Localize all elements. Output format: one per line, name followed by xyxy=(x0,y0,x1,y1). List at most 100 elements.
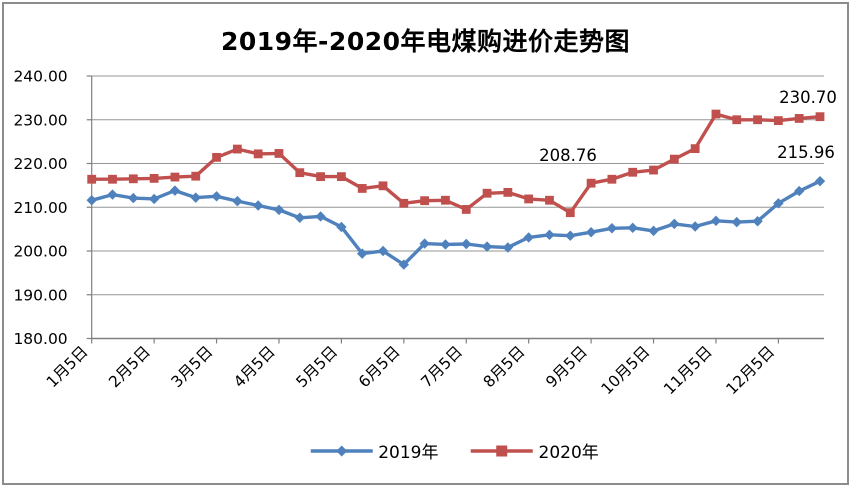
legend-label-2019: 2019年 xyxy=(378,443,439,463)
x-axis-tick-label: 1月5日 xyxy=(43,343,92,392)
x-axis-tick-label: 5月5日 xyxy=(293,343,342,392)
x-axis-tick-label: 3月5日 xyxy=(168,343,217,392)
data-point-square xyxy=(773,116,783,126)
data-point-square xyxy=(191,171,201,181)
series-line-2019年 xyxy=(90,179,822,267)
legend-2020-line-square-icon xyxy=(470,445,533,456)
data-point-square xyxy=(441,195,450,205)
data-point-square xyxy=(378,181,388,191)
data-point-diamond xyxy=(419,238,430,249)
x-axis-tick-label: 4月5日 xyxy=(230,343,279,392)
data-point-square xyxy=(753,115,762,125)
data-point-square xyxy=(232,144,242,154)
data-point-diamond xyxy=(606,223,618,234)
data-point-diamond xyxy=(107,189,118,200)
data-point-square xyxy=(669,154,679,164)
chart-legend: 2019年 2020年 xyxy=(308,438,599,463)
data-point-diamond xyxy=(752,216,763,227)
data-point-diamond xyxy=(357,248,368,259)
x-axis-tick-label: 10月5日 xyxy=(598,343,654,399)
data-point-square xyxy=(545,195,554,205)
data-point-diamond xyxy=(502,242,514,253)
data-point-square xyxy=(128,174,138,184)
data-label-208.76: 208.76 xyxy=(539,146,597,165)
y-axis-tick-label: 180.00 xyxy=(13,330,67,348)
data-label-230.70: 230.70 xyxy=(779,88,837,107)
data-point-diamond xyxy=(731,216,742,228)
data-point-square xyxy=(794,114,804,123)
data-point-square xyxy=(628,167,638,177)
data-point-diamond xyxy=(315,211,326,222)
data-point-diamond xyxy=(544,229,555,241)
data-point-diamond xyxy=(252,200,264,211)
data-point-square xyxy=(649,165,658,175)
data-point-square xyxy=(732,115,742,125)
data-point-diamond xyxy=(481,241,493,252)
x-axis-tick-label: 9月5日 xyxy=(542,343,591,392)
legend-2019-line-diamond-icon xyxy=(310,445,373,456)
x-axis-tick-label: 6月5日 xyxy=(355,343,404,392)
data-point-square xyxy=(87,174,97,184)
data-point-diamond xyxy=(461,238,472,250)
data-point-square xyxy=(149,173,159,183)
data-point-diamond xyxy=(669,218,680,230)
x-axis-tick-label: 2月5日 xyxy=(105,343,154,392)
data-point-diamond xyxy=(710,215,722,227)
data-point-diamond xyxy=(627,222,638,234)
data-point-diamond xyxy=(86,195,97,206)
data-point-diamond xyxy=(565,230,576,241)
data-point-diamond xyxy=(169,185,181,196)
y-axis-tick-label: 220.00 xyxy=(13,155,67,173)
data-point-square xyxy=(565,208,575,218)
data-point-diamond xyxy=(773,198,784,209)
data-point-square xyxy=(212,152,221,162)
data-point-square xyxy=(274,149,284,158)
data-point-square xyxy=(253,149,263,159)
y-axis-tick-label: 190.00 xyxy=(13,286,67,304)
legend-label-2020: 2020年 xyxy=(538,443,599,463)
data-point-square xyxy=(170,172,180,182)
data-point-square xyxy=(711,109,721,119)
data-point-diamond xyxy=(814,175,826,187)
y-axis-tick-label: 210.00 xyxy=(13,199,67,217)
data-point-diamond xyxy=(148,193,160,205)
data-point-square xyxy=(607,174,617,184)
data-point-square xyxy=(420,196,430,206)
data-point-diamond xyxy=(398,259,410,270)
legend-item-2019: 2019年 xyxy=(308,438,439,463)
chart-title: 2019年-2020年电煤购进价走势图 xyxy=(220,27,631,56)
legend-item-2020: 2020年 xyxy=(469,438,599,463)
data-label-215.96: 215.96 xyxy=(777,143,835,162)
data-point-square xyxy=(524,194,534,204)
data-point-square xyxy=(461,205,471,214)
x-axis-tick-label: 7月5日 xyxy=(417,343,466,392)
data-point-diamond xyxy=(440,239,451,250)
y-axis-tick-label: 200.00 xyxy=(13,243,67,261)
data-point-square xyxy=(503,187,513,197)
data-point-square xyxy=(316,172,325,182)
x-axis-tick-label: 12月5日 xyxy=(723,343,779,399)
data-point-diamond xyxy=(211,191,222,202)
data-point-square xyxy=(295,168,305,178)
data-point-diamond xyxy=(294,212,305,223)
data-point-diamond xyxy=(689,221,701,232)
data-point-diamond xyxy=(648,225,659,237)
data-point-diamond xyxy=(336,221,347,233)
x-axis-tick-label: 8月5日 xyxy=(480,343,529,392)
data-point-square xyxy=(690,144,700,154)
data-point-diamond xyxy=(128,192,139,204)
data-point-diamond xyxy=(585,226,597,238)
data-point-diamond xyxy=(523,232,534,243)
data-point-square xyxy=(357,184,367,193)
data-point-diamond xyxy=(793,185,805,197)
data-point-square xyxy=(482,188,492,198)
data-point-square xyxy=(586,178,596,188)
data-point-diamond xyxy=(377,245,389,257)
y-axis-tick-label: 240.00 xyxy=(13,68,67,86)
data-point-square xyxy=(337,172,346,182)
data-point-diamond xyxy=(190,192,201,203)
data-point-square xyxy=(399,198,409,208)
data-point-square xyxy=(815,112,825,122)
